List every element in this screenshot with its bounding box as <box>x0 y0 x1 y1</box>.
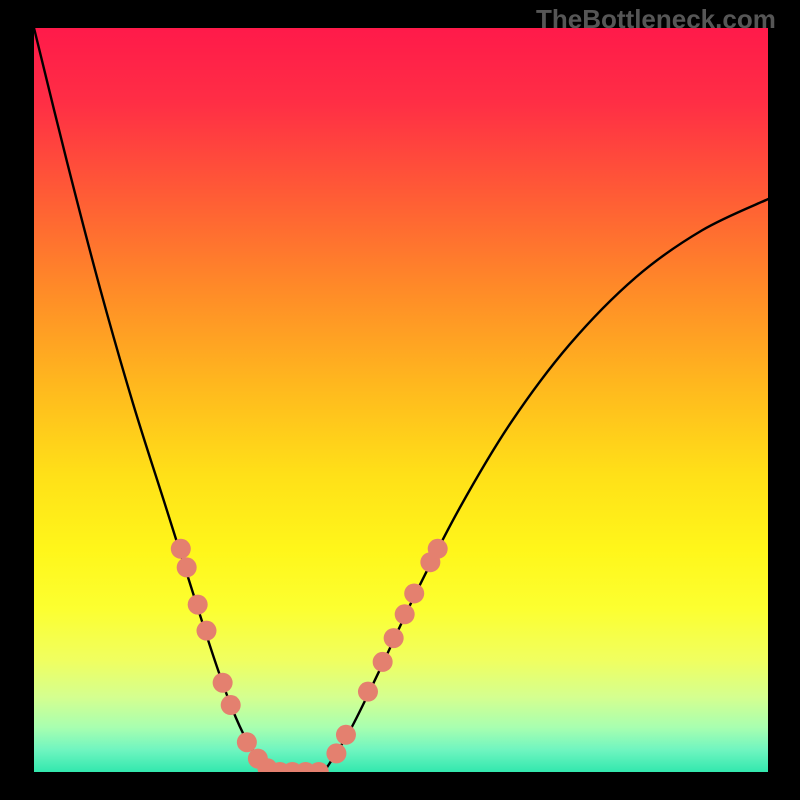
chart-plot-area <box>34 28 768 772</box>
watermark-text: TheBottleneck.com <box>536 4 776 35</box>
chart-background-gradient <box>34 28 768 772</box>
chart-outer-frame: TheBottleneck.com <box>0 0 800 800</box>
